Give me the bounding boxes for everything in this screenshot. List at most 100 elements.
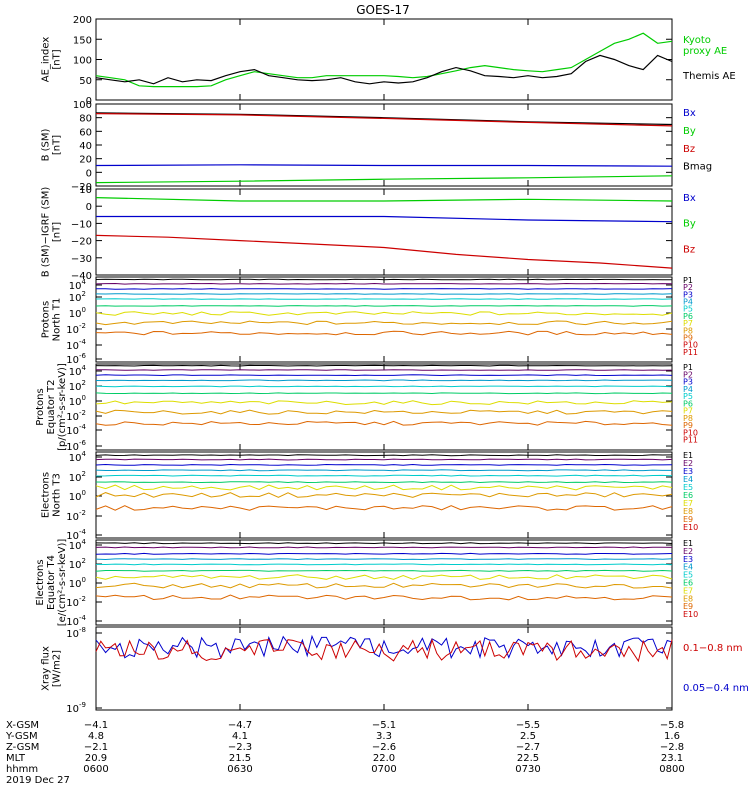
legend-label: E9: [683, 515, 693, 524]
y-tick-label: 20: [79, 155, 92, 166]
channel-line: [95, 552, 673, 555]
y-tick-label: 100: [69, 489, 86, 503]
channel-line: [95, 484, 673, 491]
y-tick-exponent: 2: [82, 290, 86, 298]
legend-label: E2: [683, 459, 693, 468]
y-tick-label: 102: [69, 557, 86, 571]
x-axis-value: −2.3: [228, 742, 252, 753]
legend-label: E3: [683, 467, 693, 476]
legend-label: P2: [683, 283, 693, 292]
channel-line: [95, 320, 673, 326]
y-tick-label: 100: [73, 100, 92, 111]
channel-line: [95, 505, 673, 511]
x-axis-value: 4.8: [88, 731, 104, 742]
legend-label: E3: [683, 555, 693, 564]
y-tick-label: −10: [71, 219, 92, 230]
channel-line: [95, 385, 673, 388]
x-axis-value: 0730: [515, 764, 540, 775]
y-tick-label: 10-8: [66, 626, 86, 640]
legend-label: P10: [683, 428, 698, 437]
y-tick-label: 60: [79, 127, 92, 138]
y-tick-label: 100: [69, 576, 86, 590]
channel-line: [95, 481, 673, 484]
x-axis-row-label: MLT: [6, 753, 26, 764]
legend-label: By: [683, 219, 696, 230]
y-tick-label: 10-9: [66, 701, 86, 715]
x-axis-value: 23.1: [661, 753, 683, 764]
x-axis-value: 2.5: [520, 731, 536, 742]
legend-label: P9: [683, 421, 693, 430]
y-tick-label: 0: [86, 96, 92, 107]
x-axis-value: 4.1: [232, 731, 248, 742]
channel-line: [95, 392, 673, 395]
panel-bigrf: B (SM)−IGRF (SM) [nT] 10 0 −10 −20 −30 −40 Bx By B…: [41, 185, 696, 282]
y-tick-label: 10-2: [66, 509, 86, 523]
legend-label: 0.1−0.8 nm: [683, 643, 742, 654]
legend-label: E7: [683, 586, 693, 595]
y-tick-exponent: 2: [82, 470, 86, 478]
legend-label: P1: [683, 363, 693, 372]
legend-label: E8: [683, 507, 693, 516]
y-tick-exponent: -4: [79, 528, 87, 536]
legend-label: E6: [683, 491, 693, 500]
legend-label: P2: [683, 370, 693, 379]
y-tick-exponent: -6: [79, 352, 87, 360]
series-line: [95, 112, 673, 126]
y-tick-label: 10-4: [66, 338, 86, 352]
legend-label: E7: [683, 499, 693, 508]
y-tick-label: 10: [79, 185, 92, 196]
x-axis-row-label: X-GSM: [6, 720, 39, 731]
legend-label: Bz: [683, 244, 695, 255]
channel-line: [95, 458, 673, 461]
y-tick-exponent: 4: [82, 538, 87, 546]
channel-line: [95, 469, 672, 472]
y-tick-exponent: -2: [79, 322, 86, 330]
y-tick-exponent: 4: [82, 278, 87, 286]
x-axis-value: 22.0: [373, 753, 395, 764]
series-line: [96, 215, 673, 223]
y-tick-exponent: 0: [82, 306, 86, 314]
x-axis-value: 21.5: [229, 753, 251, 764]
y-tick-label: 0: [86, 202, 92, 213]
legend-label: E9: [683, 602, 693, 611]
y-tick-label: 40: [79, 141, 92, 152]
legend-label: P8: [683, 326, 693, 335]
channel-line: [95, 582, 673, 589]
x-axis-value: −2.1: [84, 742, 108, 753]
y-tick-exponent: 4: [82, 450, 87, 458]
y-axis-label: Equator T2: [46, 380, 57, 435]
y-tick-label: 104: [69, 364, 87, 378]
legend-label: P11: [683, 436, 698, 445]
channel-line: [95, 330, 673, 336]
legend-label: P1: [683, 276, 693, 285]
legend-label: P4: [683, 298, 693, 307]
series-line: [95, 32, 673, 88]
channel-line: [95, 574, 673, 580]
panel-xray: Xray flux [W/m2]10-8 10-9 0.1−0.8 nm 0.05−0.…: [41, 626, 749, 715]
y-tick-label: 104: [69, 538, 87, 552]
y-tick-label: 104: [69, 450, 87, 464]
y-axis-label: B (SM)−IGRF (SM): [41, 187, 52, 278]
channel-line: [95, 282, 673, 285]
date-label: 2019 Dec 27: [6, 775, 70, 786]
legend-label: By: [683, 126, 696, 137]
x-axis-value: 3.3: [376, 731, 392, 742]
y-tick-label: 100: [69, 394, 86, 408]
legend-label: E1: [683, 539, 693, 548]
series-line: [95, 234, 673, 269]
channel-line: [95, 311, 673, 316]
y-axis-label: Electrons: [35, 559, 46, 605]
y-tick-exponent: -4: [79, 423, 87, 431]
y-axis-label: [nT]: [52, 222, 63, 242]
legend-label: E4: [683, 563, 693, 572]
panel-frame: [95, 276, 673, 363]
y-tick-label: 100: [73, 56, 92, 67]
channel-line: [96, 369, 673, 371]
x-axis-row-label: Z-GSM: [6, 742, 39, 753]
panel-p_equator: Protons Equator T2 [p/(cm²-s-sr-keV)] 10410…: [35, 363, 698, 453]
x-axis-value: −5.1: [372, 720, 396, 731]
channel-line: [95, 278, 672, 281]
y-axis-label: Equator T4: [46, 555, 57, 610]
